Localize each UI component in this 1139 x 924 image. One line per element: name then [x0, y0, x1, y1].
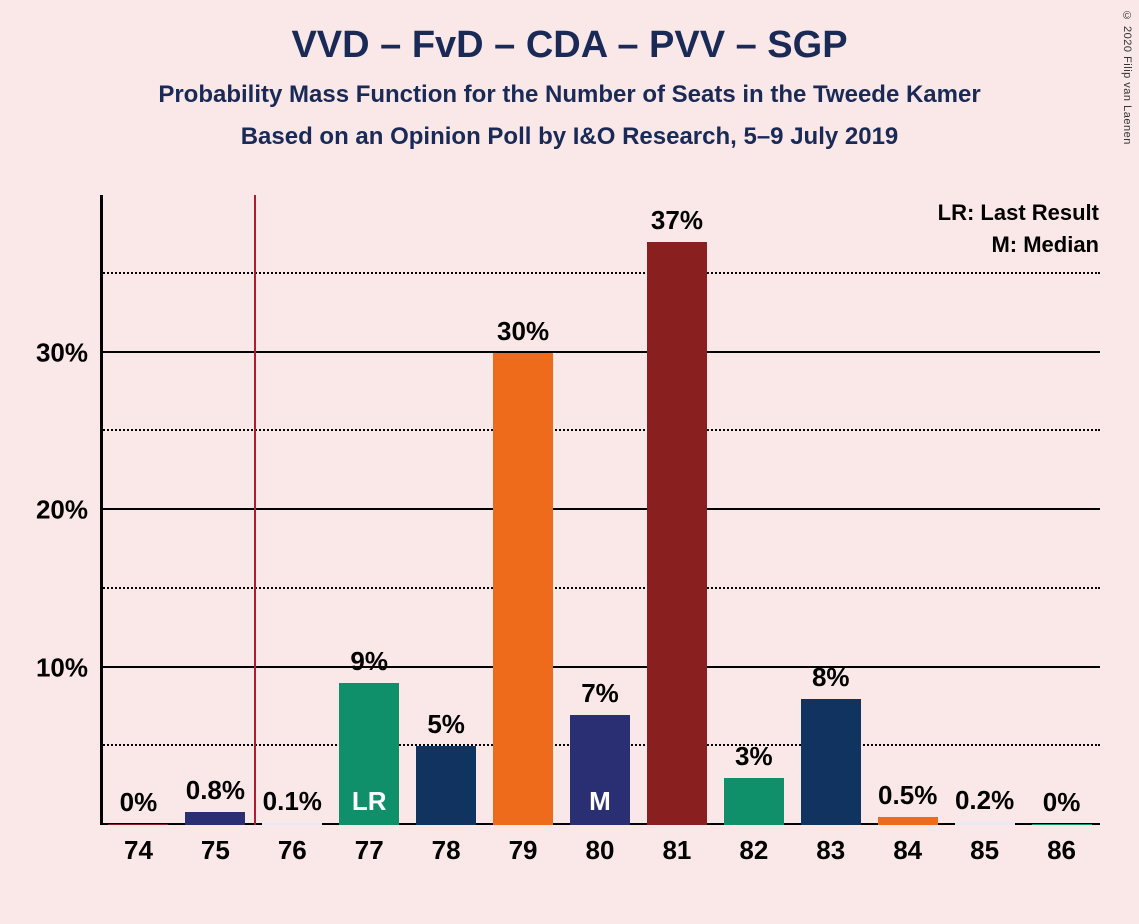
- y-tick-label: 30%: [36, 337, 88, 368]
- bar: 0.5%: [878, 817, 938, 825]
- bar-value-label: 5%: [427, 709, 465, 740]
- x-axis-labels: 74 75 76 77 78 79 80 81 82 83 84 85 86: [100, 835, 1100, 885]
- bar: 9%LR: [339, 683, 399, 825]
- y-tick-label: 20%: [36, 495, 88, 526]
- bar-value-label: 37%: [651, 205, 703, 236]
- bar: 0.8%: [185, 812, 245, 825]
- chart-title: VVD – FvD – CDA – PVV – SGP: [0, 24, 1139, 67]
- bar-value-label: 0.2%: [955, 785, 1014, 816]
- bar-value-label: 0.5%: [878, 780, 937, 811]
- x-tick-label: 81: [662, 835, 691, 866]
- x-tick-label: 84: [893, 835, 922, 866]
- bar-value-label: 0.8%: [186, 775, 245, 806]
- chart-source: Based on an Opinion Poll by I&O Research…: [0, 123, 1139, 151]
- bars-layer: 0%0.8%0.1%9%LR5%30%7%M37%3%8%0.5%0.2%0%: [100, 195, 1100, 825]
- bar-value-label: 0%: [1043, 787, 1081, 818]
- bar: 0%: [1032, 824, 1092, 825]
- bar-value-label: 30%: [497, 316, 549, 347]
- bar: 5%: [416, 746, 476, 825]
- x-tick-label: 83: [816, 835, 845, 866]
- bar-value-label: 0%: [120, 787, 158, 818]
- bar: 0%: [108, 824, 168, 825]
- bar-inset-label: M: [589, 786, 611, 817]
- bar-value-label: 8%: [812, 662, 850, 693]
- chart-canvas: © 2020 Filip van Laenen VVD – FvD – CDA …: [0, 0, 1139, 924]
- bar-value-label: 7%: [581, 678, 619, 709]
- x-tick-label: 85: [970, 835, 999, 866]
- y-tick-label: 10%: [36, 652, 88, 683]
- x-tick-label: 79: [509, 835, 538, 866]
- x-tick-label: 82: [739, 835, 768, 866]
- bar-value-label: 0.1%: [263, 786, 322, 817]
- x-tick-label: 75: [201, 835, 230, 866]
- bar-value-label: 9%: [350, 646, 388, 677]
- bar: 8%: [801, 699, 861, 825]
- bar: 3%: [724, 778, 784, 825]
- chart-subtitle: Probability Mass Function for the Number…: [0, 81, 1139, 109]
- bar: 0.2%: [955, 822, 1015, 825]
- x-tick-label: 76: [278, 835, 307, 866]
- chart-titles: VVD – FvD – CDA – PVV – SGP Probability …: [0, 24, 1139, 151]
- bar-value-label: 3%: [735, 741, 773, 772]
- x-tick-label: 78: [432, 835, 461, 866]
- bar: 37%: [647, 242, 707, 825]
- x-tick-label: 77: [355, 835, 384, 866]
- x-tick-label: 74: [124, 835, 153, 866]
- bar: 30%: [493, 353, 553, 826]
- bar-inset-label: LR: [352, 786, 387, 817]
- bar: 0.1%: [262, 823, 322, 825]
- bar: 7%M: [570, 715, 630, 825]
- x-tick-label: 86: [1047, 835, 1076, 866]
- plot-area: 10%20%30%0%0.8%0.1%9%LR5%30%7%M37%3%8%0.…: [100, 195, 1100, 825]
- x-tick-label: 80: [586, 835, 615, 866]
